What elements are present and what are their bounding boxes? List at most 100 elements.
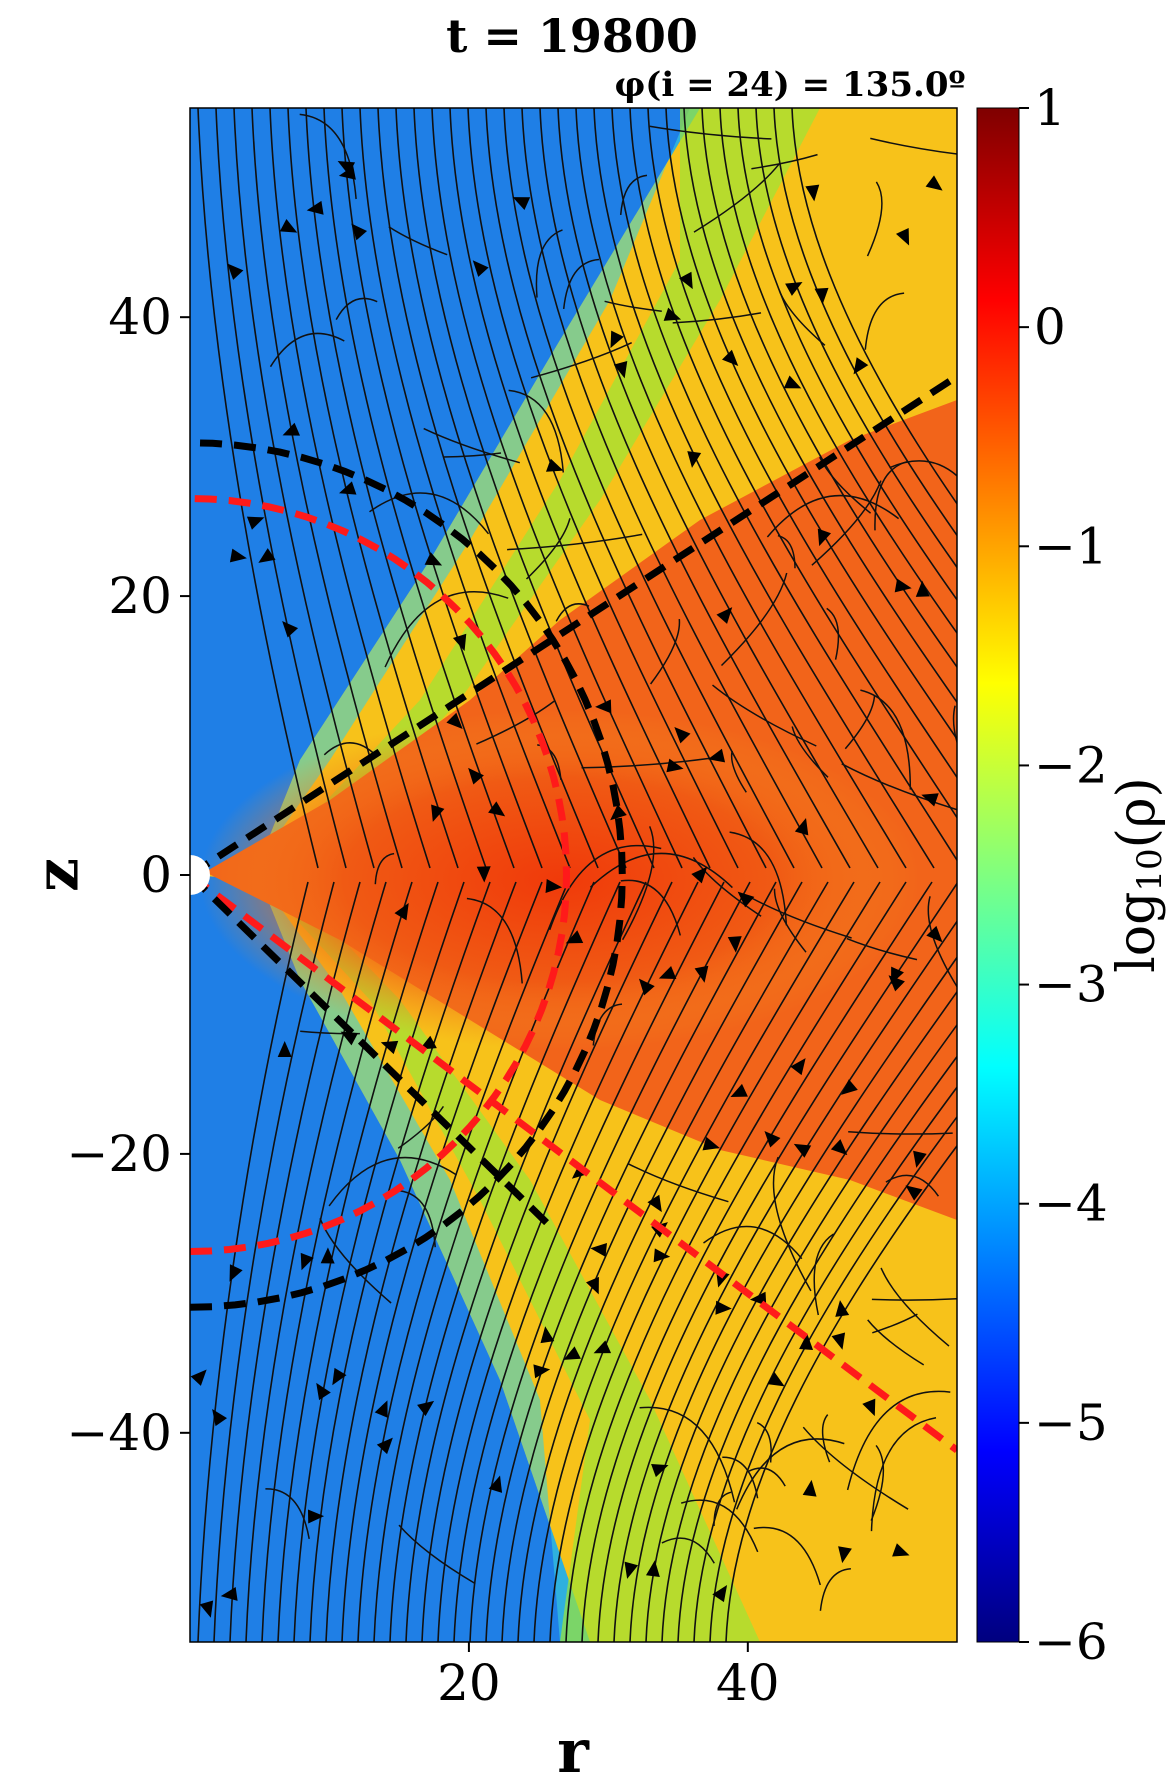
streamline-arrow (702, 1136, 720, 1151)
streamline-arrow (737, 891, 755, 908)
streamline (751, 153, 818, 170)
streamline-arrow (595, 699, 612, 714)
streamline (213, 881, 335, 1642)
colorbar-tick-label: −1 (1034, 517, 1108, 575)
streamline (377, 108, 599, 869)
streamline (737, 108, 957, 602)
streamline (680, 1499, 759, 1553)
streamline-arrow (658, 966, 677, 979)
streamline (539, 108, 851, 869)
colorbar-tick-label: −4 (1034, 1175, 1108, 1233)
streamline (453, 881, 725, 1642)
streamline-arrow (417, 1400, 435, 1417)
streamline (359, 108, 571, 869)
streamline-arrow (565, 930, 584, 944)
streamline (251, 108, 403, 869)
streamline (398, 1524, 476, 1585)
streamline-arrow (894, 578, 912, 593)
streamline (323, 742, 377, 757)
streamline (866, 181, 883, 257)
streamline-arrow (586, 1276, 599, 1295)
streamline (397, 1105, 445, 1149)
streamline-arrow (488, 801, 506, 817)
streamline (645, 990, 957, 1642)
streamline-arrow (679, 271, 693, 290)
streamline (709, 1115, 957, 1642)
streamline-arrow (830, 1139, 848, 1156)
streamline (369, 492, 490, 535)
streamline (841, 763, 957, 811)
streamline (611, 108, 957, 862)
transition-bottom (260, 880, 760, 1642)
y-tick-label: 0 (140, 846, 172, 904)
streamline (581, 881, 933, 1642)
streamline-arrow (339, 481, 357, 495)
streamline-arrow (446, 712, 463, 729)
streamline (874, 461, 907, 531)
streamline-arrow (793, 1143, 812, 1158)
streamline (423, 427, 520, 464)
streamline (872, 1313, 918, 1334)
streamline (720, 572, 788, 667)
streamline-arrow (687, 451, 702, 468)
streamline (508, 389, 565, 473)
streamline-arrow (332, 1367, 347, 1386)
streamline (521, 108, 823, 869)
streamline (619, 174, 648, 215)
y-tick-label: 20 (108, 567, 172, 625)
streamline (399, 1189, 436, 1248)
streamline (431, 108, 683, 869)
streamline (384, 591, 509, 668)
streamline (525, 518, 571, 580)
streamline-arrow (320, 1247, 335, 1264)
transition-top (260, 108, 820, 872)
streamline (860, 689, 912, 790)
streamline (405, 881, 647, 1642)
streamline-arrow (563, 1346, 581, 1360)
streamline-arrow (431, 804, 445, 822)
streamline-arrow (533, 1364, 551, 1379)
streamline (388, 226, 448, 256)
streamline (848, 1130, 953, 1135)
streamline-arrow (715, 1300, 732, 1315)
streamline (265, 1488, 310, 1540)
streamline-arrow (380, 1040, 399, 1055)
streamline-arrow (767, 1372, 785, 1387)
streamline-arrow (651, 1463, 669, 1478)
streamline-arrow (794, 818, 809, 836)
streamline (197, 881, 309, 1642)
streamline (811, 480, 882, 566)
streamline-arrow (593, 1340, 612, 1354)
streamline (389, 881, 621, 1642)
streamline-arrow (300, 1252, 314, 1271)
streamline-arrow (707, 748, 726, 763)
streamline (766, 494, 900, 538)
streamline (864, 292, 905, 350)
streamline (557, 108, 879, 869)
streamline-arrow (805, 184, 820, 202)
streamline-arrow (590, 1242, 607, 1257)
streamline-arrow (624, 1561, 639, 1579)
streamline-arrow (835, 1300, 850, 1317)
streamline (802, 1426, 909, 1510)
colorbar-tick-label: −5 (1034, 1394, 1108, 1452)
streamline (677, 1055, 957, 1642)
streamline-arrow (227, 263, 244, 280)
streamline (719, 108, 957, 635)
streamline-arrow (915, 580, 930, 597)
streamline (589, 852, 733, 889)
streamline (467, 108, 739, 869)
streamline-arrow (229, 548, 247, 563)
streamline (197, 108, 319, 869)
streamline (233, 108, 375, 869)
streamline-arrow (282, 620, 299, 638)
streamline-arrow (892, 1543, 910, 1557)
streamline (575, 108, 907, 869)
streamline (309, 881, 491, 1642)
streamline-arrow (545, 458, 564, 472)
streamline-arrow (340, 1031, 359, 1046)
y-tick-label: 40 (108, 288, 172, 346)
streamline (485, 881, 777, 1642)
streamline (341, 881, 543, 1642)
